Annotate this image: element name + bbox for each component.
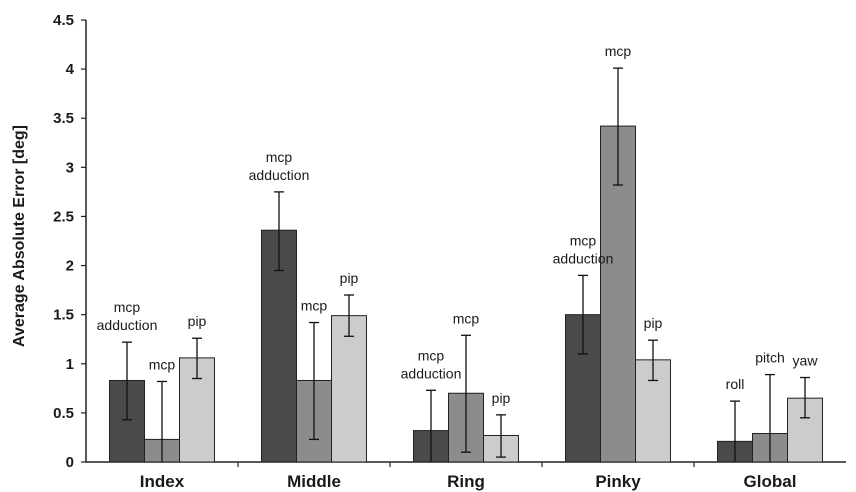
bar-label-layer: mcpadductionmcppipmcpadductionmcppipmcpa…: [97, 43, 819, 406]
y-tick-label: 1: [66, 356, 74, 373]
category-label: Global: [744, 472, 797, 491]
y-tick-label: 2: [66, 258, 74, 275]
bar-label: pip: [340, 270, 359, 286]
bar-label: mcp: [453, 310, 480, 326]
bar-label: adduction: [249, 167, 310, 183]
bar: [331, 315, 367, 463]
bar-label: pip: [644, 315, 663, 331]
y-tick-label: 0.5: [53, 405, 74, 422]
bar-label: mcp: [418, 347, 445, 363]
category-label: Index: [140, 472, 185, 491]
bar-label: adduction: [553, 250, 614, 266]
bar-label: roll: [726, 376, 745, 392]
bar-label: pitch: [755, 350, 785, 366]
y-tick-label: 2.5: [53, 208, 74, 225]
category-label: Pinky: [595, 472, 641, 491]
bar-label: mcp: [301, 298, 328, 314]
bar-label: mcp: [570, 232, 597, 248]
y-axis-label: Average Absolute Error [deg]: [11, 125, 28, 347]
error-bar-layer: [122, 67, 810, 462]
bar-label: pip: [188, 313, 207, 329]
bar-label: mcp: [605, 43, 632, 59]
bar-label: yaw: [793, 353, 819, 369]
bar-label: adduction: [401, 365, 462, 381]
category-label: Ring: [447, 472, 485, 491]
bar-label: pip: [492, 390, 511, 406]
y-tick-label: 0: [66, 454, 74, 471]
bar-label: mcp: [266, 149, 293, 165]
y-tick-label: 1.5: [53, 307, 74, 324]
y-tick-label: 3: [66, 159, 74, 176]
y-tick-label: 4.5: [53, 12, 74, 29]
bar-label: adduction: [97, 317, 158, 333]
y-tick-label: 3.5: [53, 110, 74, 127]
bar-label: mcp: [149, 356, 176, 372]
axis-layer: 0 0.5 1 1.5 2 2.5 3 3.5 4 4.5 Index Middle Ring Pinky…: [53, 12, 846, 491]
category-label: Middle: [287, 472, 341, 491]
bar-label: mcp: [114, 299, 141, 315]
y-tick-label: 4: [66, 61, 75, 78]
